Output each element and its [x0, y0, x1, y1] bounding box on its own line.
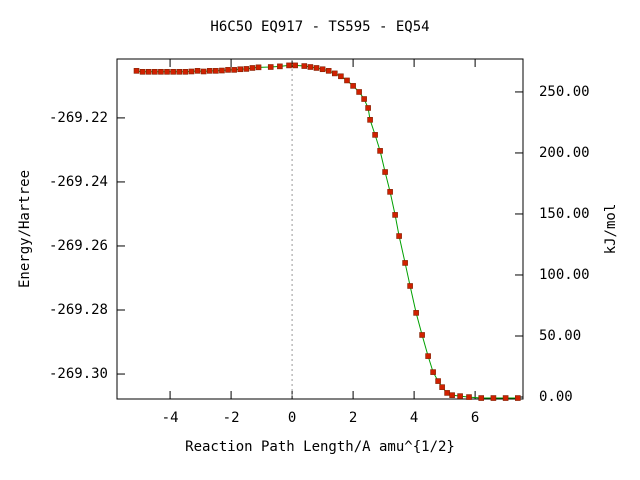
point	[515, 395, 521, 401]
point	[478, 395, 485, 401]
x-tick-label: -4	[162, 410, 179, 426]
y2-tick-label: 50.00	[539, 328, 581, 344]
point	[367, 117, 373, 123]
series-line	[136, 64, 518, 399]
point	[243, 66, 250, 72]
point	[182, 69, 189, 75]
point	[249, 65, 256, 71]
point	[338, 73, 344, 80]
y-tick-label: -269.24	[49, 174, 108, 190]
point	[213, 68, 219, 74]
point	[387, 189, 393, 195]
y2-tick-label: 0.00	[539, 389, 573, 405]
point	[444, 390, 450, 396]
point	[200, 68, 207, 75]
point	[419, 332, 425, 338]
y2-tick-label: 250.00	[539, 84, 590, 100]
point	[255, 64, 262, 71]
point	[439, 384, 445, 390]
point	[449, 392, 455, 398]
point	[413, 310, 419, 316]
point	[292, 62, 298, 69]
point	[466, 394, 472, 400]
point	[176, 69, 183, 75]
plot-frame	[116, 58, 524, 400]
point	[194, 68, 201, 74]
point	[225, 67, 231, 73]
point	[139, 69, 146, 75]
x-tick-label: -2	[223, 410, 240, 426]
point	[307, 64, 314, 70]
y-axis-label: Energy/Hartree	[17, 170, 33, 288]
point	[152, 69, 158, 75]
point	[133, 68, 140, 74]
point	[361, 96, 367, 102]
y-tick-label: -269.30	[49, 366, 108, 382]
point	[277, 63, 283, 70]
point	[164, 69, 170, 75]
y2-tick-label: 200.00	[539, 145, 590, 161]
point	[350, 83, 356, 89]
point	[502, 395, 509, 401]
y2-axis-label: kJ/mol	[603, 204, 619, 255]
point	[331, 70, 338, 77]
point	[344, 77, 350, 84]
point	[382, 169, 388, 175]
y-tick-label: -269.26	[49, 238, 108, 254]
point	[425, 353, 431, 359]
point	[286, 62, 292, 69]
point	[392, 212, 398, 218]
point	[377, 148, 383, 154]
y2-tick-label: 150.00	[539, 206, 590, 222]
x-tick-label: 6	[471, 410, 479, 426]
point	[372, 132, 378, 138]
y-tick-label: -269.28	[49, 302, 108, 318]
point	[188, 68, 195, 75]
point	[365, 105, 371, 111]
x-axis-label: Reaction Path Length/A amu^{1/2}	[185, 439, 455, 455]
point	[457, 393, 463, 399]
point	[206, 68, 213, 74]
point	[145, 69, 152, 75]
point	[396, 233, 402, 239]
y-tick-label: -269.22	[49, 110, 108, 126]
point	[325, 68, 332, 74]
x-tick-label: 4	[410, 410, 418, 426]
point	[301, 63, 308, 69]
point	[435, 378, 441, 384]
point	[219, 67, 225, 74]
point	[430, 369, 436, 375]
x-tick-label: 2	[349, 410, 357, 426]
point	[402, 260, 408, 266]
point	[158, 69, 164, 75]
chart-title: H6C5O EQ917 - TS595 - EQ54	[210, 19, 429, 35]
point	[313, 65, 320, 71]
point	[319, 66, 326, 73]
x-tick-label: 0	[288, 410, 296, 426]
y2-tick-label: 100.00	[539, 267, 590, 283]
point	[407, 283, 413, 289]
point	[237, 66, 244, 73]
point	[231, 67, 237, 73]
point	[170, 69, 176, 75]
point	[490, 395, 497, 401]
point	[267, 64, 274, 70]
point	[356, 89, 362, 95]
